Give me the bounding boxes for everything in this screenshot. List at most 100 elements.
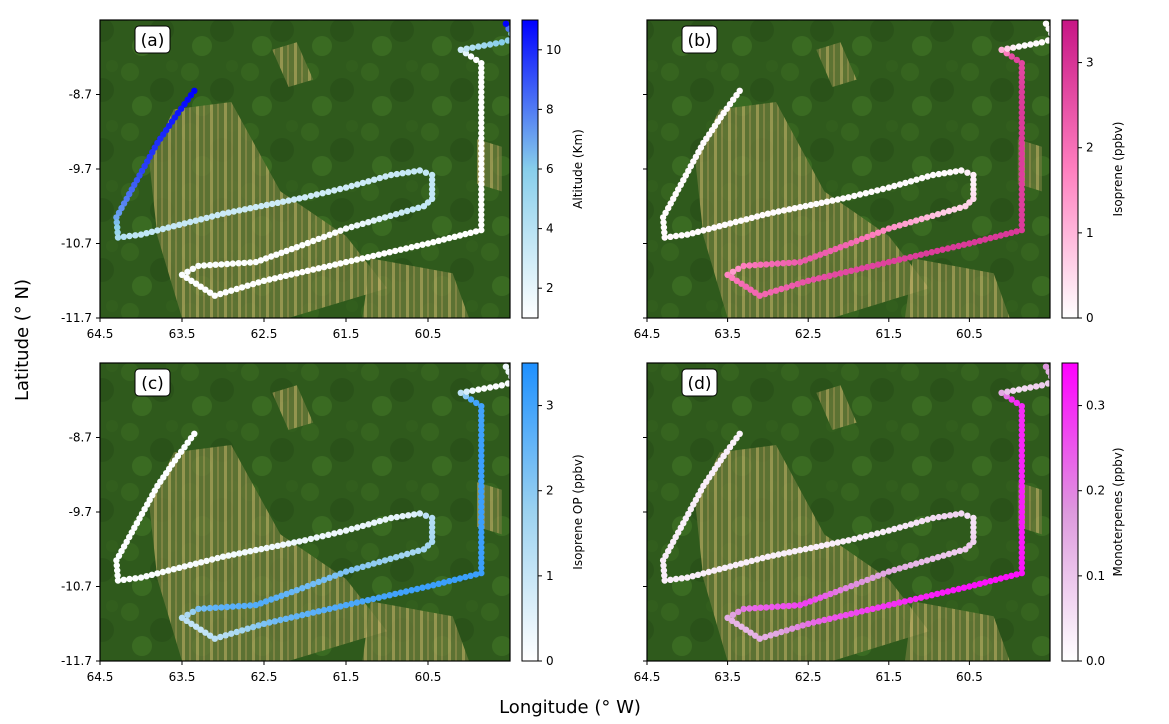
track-point (307, 535, 315, 543)
track-point (1018, 447, 1025, 454)
track-point (856, 191, 864, 198)
track-point (481, 385, 488, 392)
track-point (1018, 226, 1025, 234)
track-point (478, 519, 485, 526)
track-point (946, 512, 954, 519)
track-point (939, 589, 946, 596)
track-point (266, 619, 273, 626)
track-point (970, 190, 977, 198)
track-point (475, 386, 482, 393)
track-point (822, 249, 829, 256)
track-point (364, 254, 372, 261)
colorbar-tick-label: 6 (546, 162, 554, 176)
y-tick-label: -10.7 (61, 237, 92, 251)
track-point (313, 191, 320, 198)
track-point (315, 265, 322, 272)
track-point (233, 628, 240, 636)
track-point (371, 176, 378, 183)
track-point (907, 562, 914, 569)
track-point (660, 219, 667, 226)
track-point (304, 239, 311, 247)
track-point (260, 620, 268, 627)
track-point (1044, 37, 1050, 44)
track-point (831, 271, 839, 278)
track-point (667, 576, 674, 583)
track-point (478, 534, 485, 541)
track-point (1042, 20, 1050, 27)
track-point (249, 623, 257, 631)
colorbar-tick-label: 4 (546, 222, 554, 236)
track-point (799, 622, 806, 629)
track-point (478, 403, 485, 410)
track-point (370, 595, 377, 603)
track-point (917, 594, 925, 601)
track-point (788, 282, 796, 289)
track-point (230, 208, 238, 215)
track-point (1018, 74, 1025, 81)
track-point (754, 556, 761, 563)
track-point (478, 104, 485, 111)
track-point (478, 145, 485, 152)
y-tick-label: -9.7 (69, 162, 92, 176)
track-point (856, 534, 864, 541)
track-point (410, 511, 418, 518)
track-point (478, 160, 485, 168)
track-point (677, 524, 684, 531)
track-point (966, 542, 973, 549)
track-point (810, 276, 817, 283)
track-point (387, 212, 394, 219)
track-point (478, 462, 485, 470)
track-point (815, 275, 823, 282)
track-point (940, 552, 947, 559)
track-point (864, 263, 871, 271)
track-point (478, 74, 485, 81)
track-point (802, 545, 809, 553)
track-point (159, 225, 167, 233)
track-point (118, 204, 125, 212)
track-point (868, 531, 875, 538)
track-point (184, 268, 191, 275)
x-tick-label: 63.5 (714, 670, 741, 684)
track-point (747, 286, 754, 293)
track-point (189, 265, 197, 272)
track-point (230, 551, 238, 558)
track-point (131, 181, 138, 188)
track-point (181, 563, 188, 570)
track-point (278, 592, 285, 599)
track-point (238, 284, 246, 291)
track-point (891, 223, 898, 231)
track-point (848, 582, 855, 590)
track-point (896, 524, 904, 531)
track-point (244, 625, 251, 632)
y-tick-label: -8.7 (69, 88, 92, 102)
track-point (214, 211, 221, 219)
track-point (278, 249, 285, 256)
track-point (970, 181, 977, 188)
track-point (428, 176, 436, 183)
track-point (756, 292, 763, 299)
track-point (992, 233, 999, 240)
track-point (891, 182, 898, 190)
track-point (1018, 206, 1025, 213)
track-point (137, 574, 145, 581)
track-point (997, 575, 1004, 582)
track-point (1018, 478, 1025, 485)
track-point (181, 444, 188, 451)
track-point (222, 289, 229, 296)
track-point (970, 533, 977, 541)
track-point (858, 265, 866, 272)
track-point (252, 546, 259, 554)
track-point (386, 249, 393, 256)
track-point (408, 244, 415, 251)
track-point (415, 547, 422, 554)
track-point (262, 255, 270, 262)
track-point (918, 517, 926, 525)
track-point (113, 214, 120, 221)
track-point (195, 262, 202, 270)
track-point (359, 598, 366, 605)
track-point (273, 594, 280, 601)
track-point (807, 255, 814, 262)
track-point (738, 623, 745, 630)
track-point (451, 233, 458, 240)
track-point (946, 169, 954, 176)
